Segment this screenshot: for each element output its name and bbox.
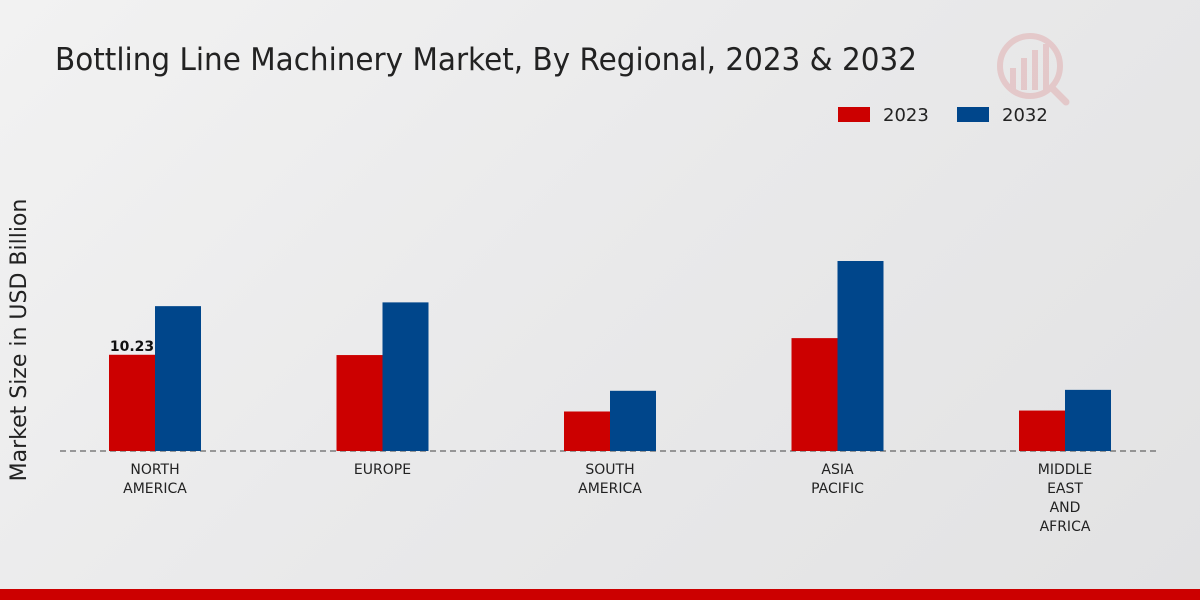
x-tick-label-2: SOUTH AMERICA bbox=[578, 462, 642, 497]
legend: 2023 2032 bbox=[838, 105, 1048, 126]
bar-2023-2 bbox=[564, 411, 610, 451]
bar-2023-4 bbox=[1019, 410, 1065, 451]
data-label-0: 10.23 bbox=[110, 339, 154, 355]
watermark-logo-icon bbox=[997, 33, 1070, 106]
x-tick-label-1: EUROPE bbox=[354, 462, 411, 478]
bar-2032-3 bbox=[837, 260, 884, 451]
bar-2023-3 bbox=[791, 338, 838, 451]
y-axis-label: Market Size in USD Billion bbox=[7, 199, 32, 482]
footer-bar bbox=[0, 589, 1200, 600]
bar-2023-1 bbox=[336, 355, 383, 451]
data-labels-group: 10.23 bbox=[110, 339, 154, 355]
legend-swatch-2032 bbox=[957, 107, 989, 122]
chart-title: Bottling Line Machinery Market, By Regio… bbox=[55, 42, 917, 78]
bar-2032-1 bbox=[382, 302, 429, 451]
bar-2023-0 bbox=[109, 354, 155, 451]
legend-swatch-2023 bbox=[838, 107, 870, 122]
x-tick-label-0: NORTH AMERICA bbox=[123, 462, 187, 497]
bar-2032-4 bbox=[1065, 389, 1111, 451]
bar-2032-2 bbox=[610, 390, 656, 451]
legend-label-2023: 2023 bbox=[883, 105, 929, 126]
bars-group bbox=[109, 260, 1111, 451]
x-tick-label-4: MIDDLE EAST AND AFRICA bbox=[1038, 462, 1092, 535]
x-tick-labels: NORTH AMERICA EUROPE SOUTH AMERICA ASIA PACIFI… bbox=[123, 462, 1092, 535]
legend-label-2032: 2032 bbox=[1002, 105, 1048, 126]
x-tick-label-3: ASIA PACIFIC bbox=[811, 462, 864, 497]
bar-2032-0 bbox=[155, 306, 201, 451]
